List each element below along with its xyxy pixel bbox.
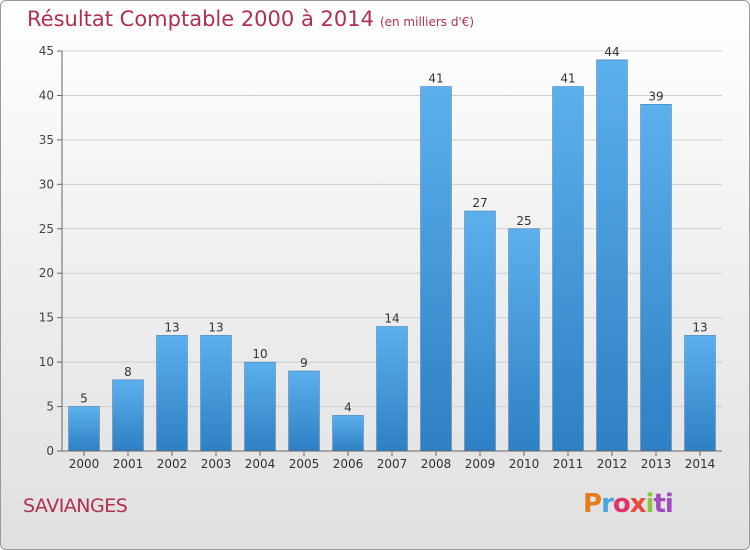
- x-tick-label: 2011: [553, 457, 584, 471]
- bar-value-label: 10: [252, 347, 267, 361]
- commune-name: SAVIANGES: [23, 495, 128, 517]
- logo-letter: i: [645, 489, 655, 519]
- logo-letter: x: [629, 489, 647, 519]
- x-tick-label: 2012: [597, 457, 628, 471]
- y-tick-label: 25: [39, 222, 54, 236]
- bar: [332, 415, 364, 452]
- logo-letter: r: [601, 489, 614, 519]
- proxiti-logo[interactable]: Proxiti: [583, 489, 674, 519]
- bar: [552, 86, 584, 452]
- bar-value-label: 39: [648, 89, 663, 103]
- bar-value-label: 9: [300, 356, 308, 370]
- bar-value-label: 13: [692, 320, 707, 334]
- bar-value-label: 41: [560, 72, 575, 86]
- x-tick-label: 2004: [245, 457, 276, 471]
- bar: [288, 370, 320, 452]
- bar: [68, 406, 100, 452]
- x-axis: 2000 2001 2002 2003 2004 2005 2006 2007 2008 2009…: [62, 450, 722, 471]
- bar-value-label: 5: [80, 392, 88, 406]
- bars: 5 8 13 13 10 9 4 14 41 27 25 41 44 39 13: [68, 45, 716, 452]
- bar: [596, 59, 628, 452]
- bar: [420, 86, 452, 452]
- x-tick-label: 2013: [641, 457, 672, 471]
- bar: [684, 335, 716, 452]
- y-tick-label: 20: [39, 266, 54, 280]
- logo-letter: ti: [653, 489, 673, 519]
- title-text: Résultat Comptable 2000 à 2014: [27, 7, 374, 31]
- x-tick-label: 2003: [201, 457, 232, 471]
- y-tick-label: 45: [39, 44, 54, 58]
- x-tick-label: 2014: [685, 457, 716, 471]
- x-tick-label: 2008: [421, 457, 452, 471]
- bar: [112, 379, 144, 452]
- x-tick-label: 2007: [377, 457, 408, 471]
- x-tick-label: 2002: [157, 457, 188, 471]
- y-tick-label: 5: [46, 400, 54, 414]
- bar-chart: 0 5 10 15 20 25 30 35 40 45 5 8 13 13 10 9 4 14 41 27 25 41 4…: [39, 44, 722, 471]
- x-tick-label: 2006: [333, 457, 364, 471]
- bar-value-label: 8: [124, 365, 132, 379]
- bar: [508, 228, 540, 452]
- y-tick-label: 10: [39, 355, 54, 369]
- logo-letter: P: [583, 489, 602, 519]
- x-tick-label: 2009: [465, 457, 496, 471]
- bar-value-label: 27: [472, 196, 487, 210]
- bar: [640, 104, 672, 452]
- bar-value-label: 25: [516, 214, 531, 228]
- x-tick-label: 2000: [69, 457, 100, 471]
- x-tick-label: 2010: [509, 457, 540, 471]
- bar-value-label: 41: [428, 72, 443, 86]
- x-tick-label: 2005: [289, 457, 320, 471]
- bar: [156, 335, 188, 452]
- y-tick-label: 30: [39, 177, 54, 191]
- y-tick-label: 40: [39, 88, 54, 102]
- bar: [200, 335, 232, 452]
- logo-letter: o: [612, 489, 631, 519]
- bar: [464, 210, 496, 452]
- y-tick-label: 15: [39, 311, 54, 325]
- bar-value-label: 13: [164, 320, 179, 334]
- x-tick-label: 2001: [113, 457, 144, 471]
- bar: [244, 361, 276, 452]
- bar: [376, 326, 408, 452]
- title-unit: (en milliers d'€): [379, 15, 475, 29]
- bar-value-label: 44: [604, 45, 619, 59]
- bar-value-label: 14: [384, 312, 399, 326]
- bar-value-label: 4: [344, 400, 352, 414]
- y-axis: 0 5 10 15 20 25 30 35 40 45: [39, 44, 63, 458]
- y-tick-label: 35: [39, 133, 54, 147]
- y-tick-label: 0: [46, 444, 54, 458]
- bar-value-label: 13: [208, 320, 223, 334]
- chart-title: Résultat Comptable 2000 à 2014 (en millie…: [27, 7, 474, 31]
